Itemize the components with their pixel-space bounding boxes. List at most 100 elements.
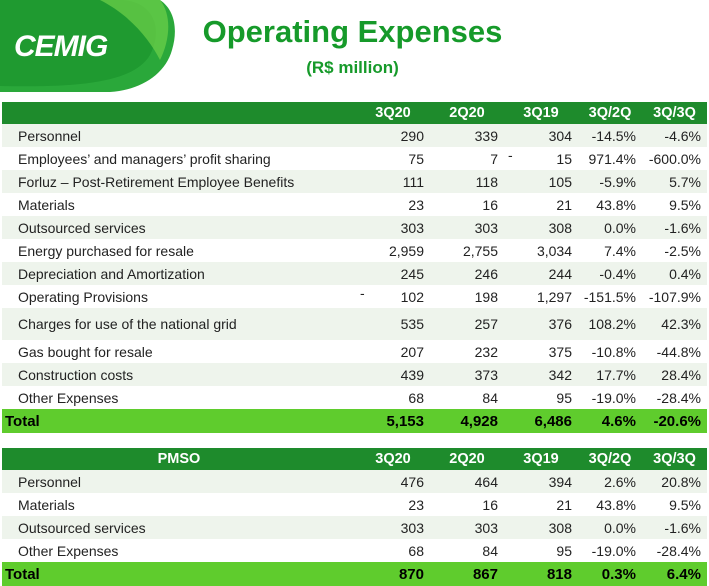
value-3q19: 95	[504, 386, 578, 409]
row-label: Employees’ and managers’ profit sharing	[2, 147, 356, 170]
column-header: 2Q20	[430, 102, 504, 124]
total-3q19: 818	[504, 562, 578, 586]
column-header: 3Q/3Q	[642, 102, 707, 124]
total-3q20: 5,153	[356, 409, 430, 433]
change-3q-2q: -0.4%	[578, 262, 642, 285]
value-3q19: 308	[504, 516, 578, 539]
cell-value: 102	[400, 288, 424, 305]
table-row: Materials 23 16 21 43.8% 9.5%	[2, 193, 707, 216]
column-header: PMSO	[2, 448, 356, 470]
cemig-logo: CEMIG	[14, 30, 108, 63]
total-3q19: 6,486	[504, 409, 578, 433]
value-3q20: 535	[356, 308, 430, 340]
change-3q-3q: 9.5%	[642, 493, 707, 516]
total-2q20: 867	[430, 562, 504, 586]
table-row: Forluz – Post-Retirement Employee Benefi…	[2, 170, 707, 193]
column-header: 2Q20	[430, 448, 504, 470]
value-2q20: 84	[430, 386, 504, 409]
value-3q20: 207	[356, 340, 430, 363]
change-3q-2q: -10.8%	[578, 340, 642, 363]
value-2q20: 373	[430, 363, 504, 386]
page-subtitle: (R$ million)	[306, 58, 399, 77]
value-3q20: 75	[356, 147, 430, 170]
value-3q19: 105	[504, 170, 578, 193]
table-row: Other Expenses 68 84 95 -19.0% -28.4%	[2, 386, 707, 409]
change-3q-3q: -28.4%	[642, 539, 707, 562]
change-3q-2q: -19.0%	[578, 539, 642, 562]
value-2q20: 232	[430, 340, 504, 363]
change-3q-2q: -5.9%	[578, 170, 642, 193]
change-3q-2q: 7.4%	[578, 239, 642, 262]
change-3q-2q: -19.0%	[578, 386, 642, 409]
value-2q20: 2,755	[430, 239, 504, 262]
value-2q20: 303	[430, 516, 504, 539]
change-3q-3q: -4.6%	[642, 124, 707, 147]
pmso-table: PMSO 3Q20 2Q20 3Q19 3Q/2Q 3Q/3Q Personnel 476 46…	[2, 448, 707, 586]
row-label: Materials	[2, 193, 356, 216]
column-header: 3Q20	[356, 102, 430, 124]
total-label: Total	[2, 562, 356, 586]
value-3q19: 3,034	[504, 239, 578, 262]
row-label: Personnel	[2, 470, 356, 493]
total-change-3q-3q: 6.4%	[642, 562, 707, 586]
change-3q-3q: -44.8%	[642, 340, 707, 363]
total-label: Total	[2, 409, 356, 433]
total-3q20: 870	[356, 562, 430, 586]
value-3q19: 375	[504, 340, 578, 363]
table-row: Outsourced services 303 303 308 0.0% -1.6%	[2, 516, 707, 539]
value-3q20: 290	[356, 124, 430, 147]
value-3q20: 111	[356, 170, 430, 193]
value-3q20: 476	[356, 470, 430, 493]
value-3q19: 304	[504, 124, 578, 147]
row-label: Forluz – Post-Retirement Employee Benefi…	[2, 170, 356, 193]
operating-expenses-table: 3Q20 2Q20 3Q19 3Q/2Q 3Q/3Q Personnel 290 339 304…	[2, 102, 707, 433]
column-header: 3Q/2Q	[578, 102, 642, 124]
value-3q20: 245	[356, 262, 430, 285]
table-row: Personnel 476 464 394 2.6% 20.8%	[2, 470, 707, 493]
value-3q20: 23	[356, 493, 430, 516]
table-row: Construction costs 439 373 342 17.7% 28.4%	[2, 363, 707, 386]
table-row: Personnel 290 339 304 -14.5% -4.6%	[2, 124, 707, 147]
value-3q19: 308	[504, 216, 578, 239]
total-change-3q-2q: 0.3%	[578, 562, 642, 586]
value-3q20: - 102	[356, 285, 430, 308]
change-3q-3q: -1.6%	[642, 516, 707, 539]
value-3q19: 21	[504, 193, 578, 216]
row-label: Construction costs	[2, 363, 356, 386]
change-3q-2q: 0.0%	[578, 216, 642, 239]
value-2q20: 198	[430, 285, 504, 308]
value-2q20: 303	[430, 216, 504, 239]
value-3q19: 376	[504, 308, 578, 340]
table-row: Gas bought for resale 207 232 375 -10.8% -44.…	[2, 340, 707, 363]
total-row: Total 870 867 818 0.3% 6.4%	[2, 562, 707, 586]
value-2q20: 464	[430, 470, 504, 493]
value-2q20: 84	[430, 539, 504, 562]
total-change-3q-2q: 4.6%	[578, 409, 642, 433]
table-row: Operating Provisions -102 198 1,297 -151.5% -…	[2, 285, 707, 308]
change-3q-2q: 971.4%	[578, 147, 642, 170]
value-3q20: 2,959	[356, 239, 430, 262]
table-header-row: PMSO 3Q20 2Q20 3Q19 3Q/2Q 3Q/3Q	[2, 448, 707, 470]
row-label: Outsourced services	[2, 216, 356, 239]
row-label: Energy purchased for resale	[2, 239, 356, 262]
value-2q20: 16	[430, 193, 504, 216]
value-2q20: 339	[430, 124, 504, 147]
column-header: 3Q/2Q	[578, 448, 642, 470]
row-label: Other Expenses	[2, 386, 356, 409]
cell-value: 15	[556, 150, 572, 167]
change-3q-2q: 17.7%	[578, 363, 642, 386]
value-3q19: 21	[504, 493, 578, 516]
value-3q20: 68	[356, 539, 430, 562]
column-header: 3Q19	[504, 448, 578, 470]
change-3q-3q: 5.7%	[642, 170, 707, 193]
change-3q-2q: -14.5%	[578, 124, 642, 147]
page-title: Operating Expenses	[202, 14, 503, 49]
change-3q-2q: 108.2%	[578, 308, 642, 340]
column-header	[2, 102, 356, 124]
change-3q-3q: -2.5%	[642, 239, 707, 262]
row-label: Materials	[2, 493, 356, 516]
value-2q20: 16	[430, 493, 504, 516]
value-2q20: 246	[430, 262, 504, 285]
change-3q-2q: -151.5%	[578, 285, 642, 308]
row-label: Depreciation and Amortization	[2, 262, 356, 285]
